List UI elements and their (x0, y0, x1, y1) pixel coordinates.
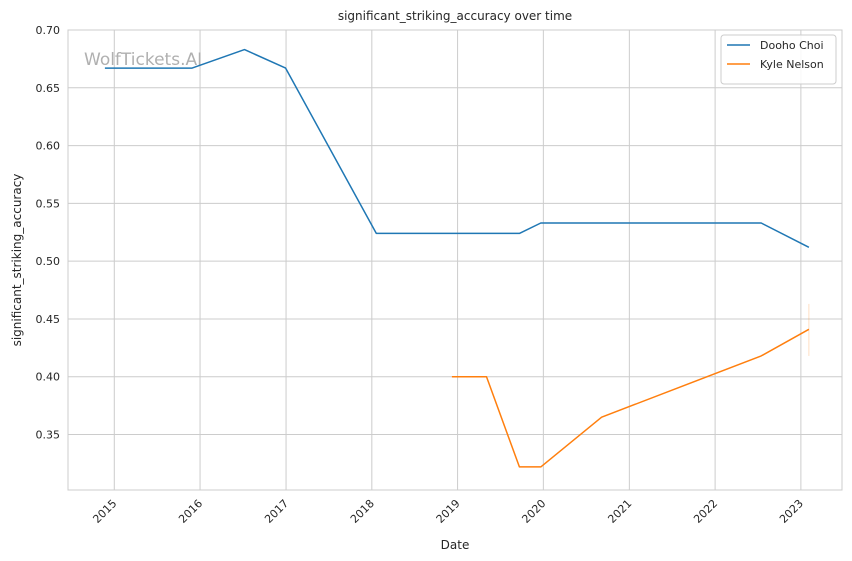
y-tick-label: 0.70 (36, 24, 61, 37)
y-tick-label: 0.40 (36, 371, 61, 384)
series-layer (104, 48, 810, 468)
plot-frame (67, 29, 843, 491)
chart-title: significant_striking_accuracy over time (338, 9, 572, 23)
y-tick-label: 0.35 (36, 429, 61, 442)
y-axis-ticks: 0.35 0.40 0.45 0.50 0.55 0.60 0.65 0.70 (36, 24, 61, 442)
legend-label: Dooho Choi (760, 39, 824, 52)
legend-box (720, 34, 837, 85)
y-tick-label: 0.65 (36, 82, 61, 95)
legend-label: Kyle Nelson (760, 58, 824, 71)
y-tick-label: 0.55 (36, 197, 61, 210)
y-tick-label: 0.60 (36, 140, 61, 153)
y-tick-label: 0.45 (36, 313, 61, 326)
series-line-kyle-nelson (451, 328, 810, 468)
watermark: WolfTickets.AI (84, 50, 202, 70)
series-line-dooho-choi (104, 48, 810, 248)
legend: Dooho Choi Kyle Nelson (720, 34, 837, 85)
y-tick-label: 0.50 (36, 255, 61, 268)
x-axis-label: Date (441, 538, 470, 552)
y-axis-label: significant_striking_accuracy (10, 174, 24, 347)
